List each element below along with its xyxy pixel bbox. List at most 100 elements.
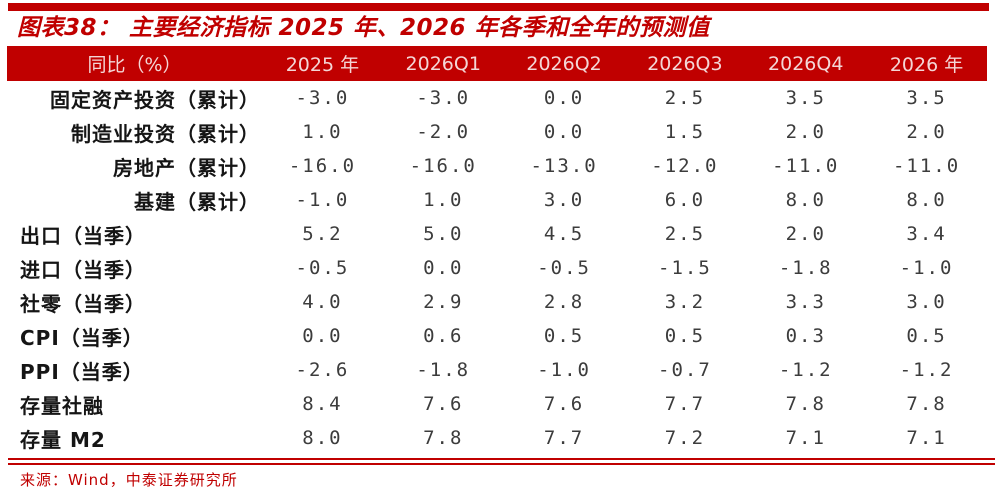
value-cell: -1.5	[658, 257, 712, 279]
value-cell: 3.5	[906, 87, 947, 109]
value-cell: -11.0	[772, 155, 840, 177]
table-row: 房地产（累计） -16.0 -16.0 -13.0 -12.0 -11.0 -11.0	[7, 149, 987, 183]
value-cell: 0.5	[543, 325, 585, 347]
value-cell: -1.0	[899, 257, 954, 279]
value-cell: 7.1	[785, 427, 826, 449]
value-cell: 7.2	[664, 427, 706, 449]
value-cell: 5.0	[423, 223, 464, 245]
value-cell: -2.6	[295, 359, 350, 381]
column-header: 2026Q1	[405, 52, 481, 75]
table-row: 社零（当季） 4.0 2.9 2.8 3.2 3.3 3.0	[7, 285, 987, 319]
value-cell: -16.0	[409, 155, 477, 177]
value-cell: -2.0	[416, 121, 471, 143]
row-label: PPI（当季）	[20, 359, 144, 384]
row-label: 存量 M2	[20, 427, 106, 452]
value-cell: 2.0	[785, 223, 826, 245]
value-cell: -1.8	[778, 257, 833, 279]
table-row: 固定资产投资（累计） -3.0 -3.0 0.0 2.5 3.5 3.5	[7, 81, 987, 115]
table-row: 存量社融 8.4 7.6 7.6 7.7 7.8 7.8	[7, 387, 987, 421]
value-cell: 0.5	[906, 325, 947, 347]
column-header: 2026Q2	[526, 52, 602, 75]
bottom-double-rule	[8, 458, 995, 465]
value-cell: 2.0	[785, 121, 826, 143]
value-cell: 1.0	[423, 189, 464, 211]
row-label: 固定资产投资（累计）	[50, 87, 260, 112]
row-label: 进口（当季）	[20, 257, 146, 282]
value-cell: -3.0	[416, 87, 471, 109]
value-cell: 4.5	[543, 223, 585, 245]
value-cell: 3.5	[785, 87, 826, 109]
value-cell: -1.2	[899, 359, 954, 381]
value-cell: -0.5	[295, 257, 350, 279]
column-header: 2026Q3	[647, 52, 723, 75]
row-label: 存量社融	[20, 393, 104, 418]
value-cell: 1.5	[664, 121, 706, 143]
table-row: 进口（当季） -0.5 0.0 -0.5 -1.5 -1.8 -1.0	[7, 251, 987, 285]
value-cell: 8.0	[906, 189, 947, 211]
value-cell: -13.0	[530, 155, 598, 177]
value-cell: 7.7	[664, 393, 706, 415]
unit-header: 同比（%）	[87, 54, 182, 76]
value-cell: 6.0	[664, 189, 706, 211]
table-body: 固定资产投资（累计） -3.0 -3.0 0.0 2.5 3.5 3.5 制造业投资（累计） 1…	[7, 81, 987, 455]
value-cell: 7.8	[906, 393, 947, 415]
value-cell: 7.1	[906, 427, 947, 449]
source-note: 来源：Wind，中泰证券研究所	[20, 471, 238, 489]
value-cell: 3.3	[785, 291, 826, 313]
value-cell: 7.6	[543, 393, 585, 415]
table-row: 制造业投资（累计） 1.0 -2.0 0.0 1.5 2.0 2.0	[7, 115, 987, 149]
table-row: CPI（当季） 0.0 0.6 0.5 0.5 0.3 0.5	[7, 319, 987, 353]
value-cell: -11.0	[892, 155, 961, 177]
column-header: 2026Q4	[768, 52, 844, 75]
value-cell: 8.0	[785, 189, 826, 211]
value-cell: 2.5	[664, 87, 706, 109]
row-label: 社零（当季）	[20, 291, 146, 316]
rule-line-top	[8, 458, 995, 460]
value-cell: 0.5	[664, 325, 706, 347]
value-cell: -0.7	[658, 359, 712, 381]
row-label: 房地产（累计）	[113, 155, 260, 180]
value-cell: 0.0	[423, 257, 464, 279]
row-label: 基建（累计）	[134, 189, 260, 214]
row-label: 制造业投资（累计）	[71, 121, 260, 146]
table-row: PPI（当季） -2.6 -1.8 -1.0 -0.7 -1.2 -1.2	[7, 353, 987, 387]
value-cell: 2.0	[906, 121, 947, 143]
value-cell: 8.0	[302, 427, 343, 449]
value-cell: 0.0	[543, 87, 585, 109]
value-cell: 8.4	[302, 393, 343, 415]
value-cell: -0.5	[537, 257, 591, 279]
value-cell: -1.0	[537, 359, 591, 381]
value-cell: -3.0	[295, 87, 350, 109]
value-cell: -12.0	[651, 155, 719, 177]
rule-line-bottom	[8, 463, 995, 465]
column-header: 2026 年	[889, 54, 964, 76]
table-row: 存量 M2 8.0 7.8 7.7 7.2 7.1 7.1	[7, 421, 987, 455]
value-cell: -1.2	[778, 359, 833, 381]
value-cell: 7.7	[543, 427, 585, 449]
value-cell: 1.0	[302, 121, 343, 143]
value-cell: -1.8	[416, 359, 471, 381]
value-cell: 3.2	[664, 291, 706, 313]
value-cell: 2.5	[664, 223, 706, 245]
row-label: CPI（当季）	[20, 325, 144, 350]
value-cell: 0.0	[302, 325, 343, 347]
top-accent-bar	[8, 3, 989, 11]
value-cell: -16.0	[288, 155, 357, 177]
value-cell: 2.8	[543, 291, 585, 313]
value-cell: 3.0	[906, 291, 947, 313]
table-row: 基建（累计） -1.0 1.0 3.0 6.0 8.0 8.0	[7, 183, 987, 217]
column-header: 2025 年	[285, 54, 360, 76]
value-cell: 7.8	[423, 427, 464, 449]
value-cell: 3.4	[906, 223, 947, 245]
value-cell: 0.6	[423, 325, 464, 347]
value-cell: 5.2	[302, 223, 343, 245]
table-row: 出口（当季） 5.2 5.0 4.5 2.5 2.0 3.4	[7, 217, 987, 251]
value-cell: -1.0	[295, 189, 350, 211]
value-cell: 7.6	[423, 393, 464, 415]
value-cell: 7.8	[785, 393, 826, 415]
table-header-row: 同比（%） 2025 年 2026Q1 2026Q2 2026Q3 2026Q4 2026 …	[7, 46, 987, 81]
value-cell: 2.9	[423, 291, 464, 313]
value-cell: 0.3	[785, 325, 826, 347]
value-cell: 3.0	[543, 189, 585, 211]
